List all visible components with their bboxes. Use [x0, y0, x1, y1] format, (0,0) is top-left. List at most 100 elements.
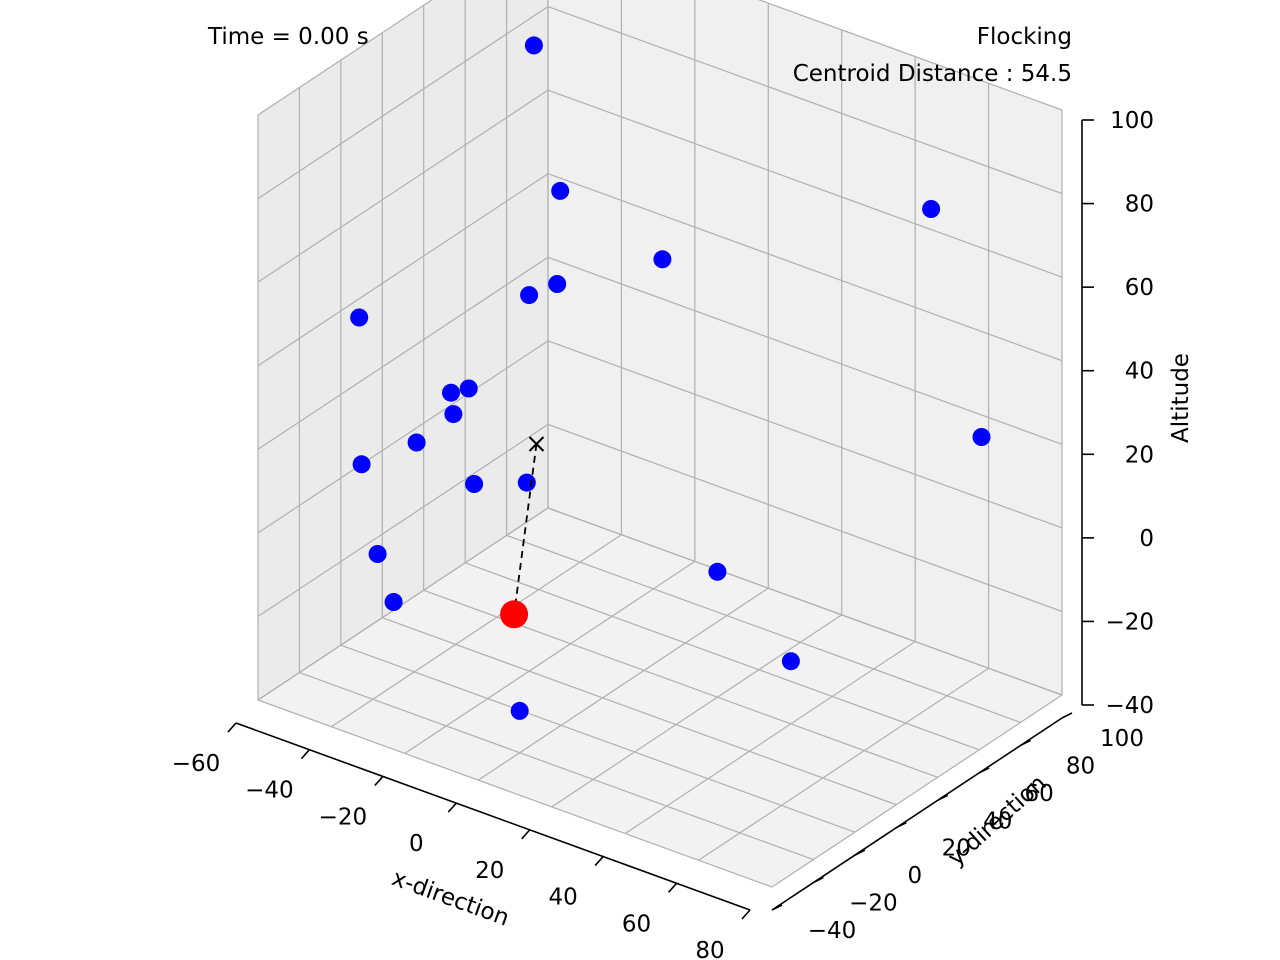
- agent-point: [442, 383, 460, 402]
- z-tick-label: −20: [1105, 609, 1154, 635]
- axis-ticks: −60−40−20020406080−40−20020406080100−40−…: [172, 108, 1154, 960]
- grid-line-y-floor: [382, 617, 897, 806]
- y-tick-label: 80: [1066, 753, 1095, 779]
- grid-line-x-floor: [624, 641, 916, 835]
- grid-line-z-back: [547, 423, 1063, 612]
- grid-line-z-left: [257, 507, 549, 701]
- z-tick-label: 0: [1139, 526, 1154, 552]
- axes-panes: [256, 0, 1064, 888]
- x-tick-label: −40: [245, 778, 294, 804]
- x-tick-label: −20: [319, 804, 368, 830]
- grid-line-y-floor: [257, 699, 773, 888]
- y-tick-label: −20: [849, 891, 898, 917]
- grid-line-z-left: [257, 256, 549, 450]
- grid-line-x-floor: [771, 694, 1063, 888]
- x-tick-label: 20: [475, 858, 504, 884]
- agent-point: [465, 475, 484, 493]
- centroid-to-target-line: [513, 443, 538, 615]
- agent-point: [510, 701, 529, 720]
- y-tick-label: 0: [908, 863, 923, 889]
- x-tick-mark: [300, 749, 311, 760]
- y-tick-mark: [978, 767, 990, 774]
- x-tick-label: 0: [409, 831, 424, 857]
- z-tick-label: 40: [1125, 359, 1154, 385]
- grid-line-z-back: [547, 507, 1063, 696]
- agent-point: [384, 593, 403, 611]
- grid-line-z-back: [757, 0, 1063, 111]
- grid-line-y-floor: [299, 672, 814, 861]
- y-tick-label: −40: [808, 918, 857, 944]
- z-tick-label: 60: [1125, 275, 1154, 301]
- agent-point: [517, 473, 536, 492]
- grid-line-z-left: [257, 340, 549, 534]
- x-tick-label: 80: [695, 938, 724, 960]
- centroid-marker-b: [528, 436, 545, 452]
- grid-line-z-left: [257, 0, 433, 116]
- agent-point: [444, 405, 463, 424]
- y-tick-mark: [813, 876, 824, 884]
- grid-line-x-floor: [698, 667, 989, 861]
- x-tick-mark: [667, 882, 678, 893]
- x-tick-mark: [374, 775, 384, 786]
- agent-point: [459, 379, 478, 398]
- y-tick-label: 60: [1025, 781, 1054, 807]
- agent-point: [352, 455, 371, 474]
- agent-point: [520, 286, 539, 305]
- agent-point: [653, 250, 672, 269]
- data-points: [350, 36, 991, 720]
- y-tick-mark: [854, 849, 866, 856]
- grid-line-z-left: [257, 6, 549, 200]
- grid-line-x-floor: [404, 560, 696, 754]
- grid-lines: [257, 0, 1063, 888]
- agent-point: [368, 545, 387, 563]
- grid-line-x-floor: [477, 587, 769, 781]
- y-tick-label: 40: [983, 808, 1012, 834]
- y-tick-label: 20: [942, 836, 971, 862]
- x-axis-line: [235, 722, 751, 911]
- grid-line-y-floor: [340, 644, 856, 833]
- x-tick-label: −60: [172, 751, 221, 777]
- y-tick-mark: [1020, 739, 1031, 747]
- y-tick-mark: [895, 821, 907, 829]
- time-readout: Time = 0.00 s: [208, 24, 369, 50]
- x-tick-mark: [447, 802, 457, 813]
- grid-line-x-floor: [551, 614, 843, 808]
- z-axis-label: Altitude: [1168, 353, 1194, 443]
- agent-point: [922, 200, 941, 218]
- grid-line-z-left: [257, 423, 549, 617]
- agent-point: [407, 433, 426, 452]
- agent-point: [708, 562, 727, 581]
- x-tick-mark: [227, 722, 237, 733]
- agent-point: [548, 275, 567, 293]
- z-tick-label: 20: [1125, 442, 1154, 468]
- agent-point: [350, 308, 369, 327]
- centroid-distance-readout: Centroid Distance : 54.5: [792, 61, 1072, 87]
- grid-line-z-back: [547, 89, 1063, 278]
- grid-line-y-floor: [506, 534, 1021, 723]
- grid-line-y-floor: [464, 562, 980, 751]
- y-tick-mark: [771, 904, 783, 911]
- z-tick-label: 100: [1110, 108, 1154, 134]
- axis-lines: [235, 120, 1083, 911]
- grid-line-x-floor: [331, 534, 622, 728]
- mode-label: Flocking: [976, 24, 1072, 50]
- agent-point: [781, 652, 800, 671]
- grid-line-z-back: [547, 173, 1063, 362]
- x-tick-mark: [594, 856, 604, 867]
- agent-point: [551, 181, 570, 200]
- y-axis-line: [771, 717, 1063, 911]
- z-tick-label: 80: [1125, 192, 1154, 218]
- grid-line-z-left: [257, 89, 549, 283]
- x-tick-label: 60: [622, 911, 651, 937]
- x-tick-label: 40: [549, 885, 578, 911]
- agent-point: [524, 36, 543, 55]
- x-tick-mark: [521, 829, 531, 840]
- x-tick-mark: [741, 909, 751, 920]
- grid-line-z-back: [547, 340, 1063, 529]
- grid-line-z-left: [257, 173, 549, 367]
- agent-point: [972, 428, 991, 446]
- y-tick-mark: [1061, 712, 1073, 719]
- grid-line-z-back: [547, 6, 1063, 195]
- target-point: [500, 600, 529, 629]
